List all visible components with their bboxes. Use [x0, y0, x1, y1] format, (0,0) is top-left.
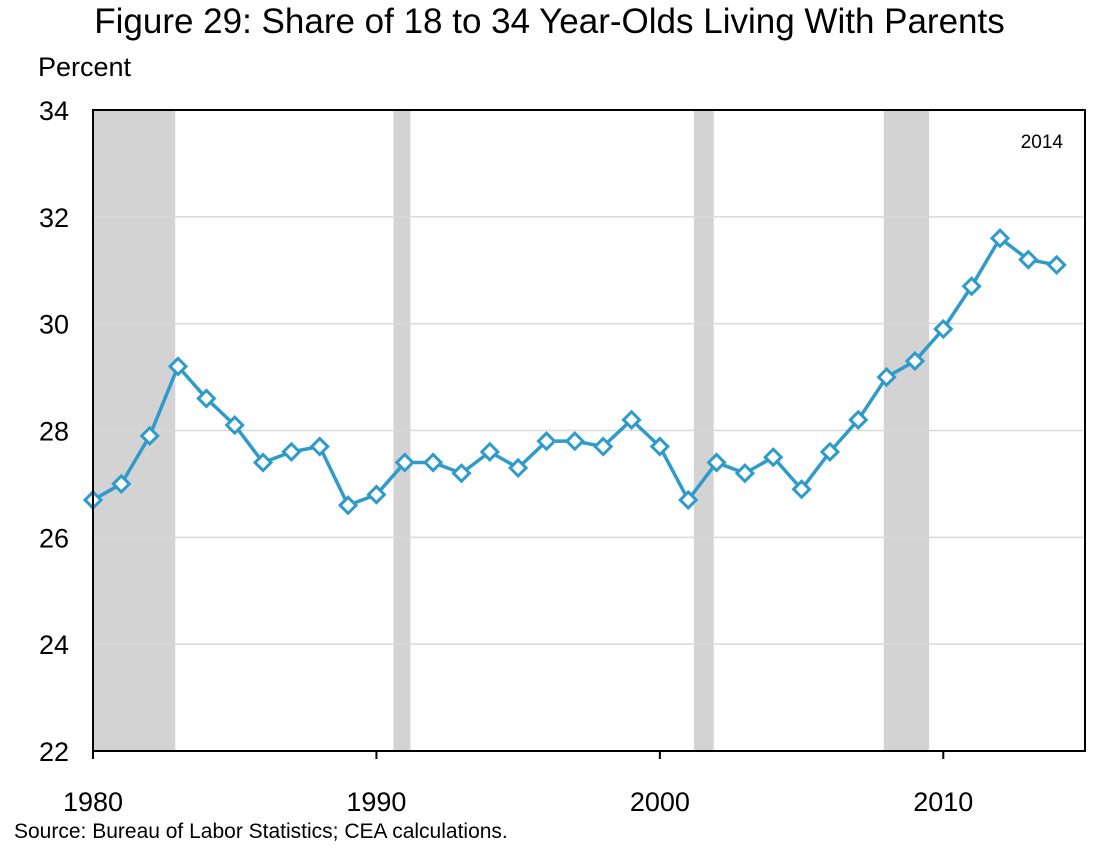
data-point-2006	[819, 441, 841, 462]
data-point-1999	[621, 409, 642, 430]
data-point-2009	[904, 350, 926, 372]
data-point-1996	[536, 431, 557, 452]
chart-title: Figure 29: Share of 18 to 34 Year-Olds L…	[94, 2, 1005, 41]
data-point-1985	[224, 415, 245, 436]
y-tick-label-22: 22	[39, 737, 69, 767]
data-point-1989	[337, 495, 359, 516]
data-point-2001	[678, 489, 699, 511]
y-tick-label-32: 32	[39, 203, 69, 233]
y-tick-label-30: 30	[39, 310, 69, 340]
data-point-2012	[989, 228, 1011, 249]
y-axis-label: Percent	[38, 52, 132, 82]
data-point-1982	[139, 425, 160, 446]
data-point-2000	[649, 436, 670, 457]
y-tick-label-24: 24	[39, 630, 69, 660]
data-point-2005	[791, 479, 812, 500]
x-tick-labels: 1980 1990 2000 2010	[63, 787, 973, 817]
x-tick-label-1990: 1990	[346, 787, 406, 817]
data-point-2013	[1018, 249, 1039, 270]
annotation-year: 2014	[1021, 132, 1064, 153]
data-point-2014	[1046, 254, 1067, 276]
y-tick-labels: 22 24 26 28 30 32 34	[39, 96, 69, 767]
data-point-1987	[281, 441, 302, 462]
data-point-1990	[366, 484, 387, 505]
data-point-1983	[167, 356, 189, 377]
data-point-1998	[593, 436, 614, 457]
data-point-1988	[309, 436, 330, 457]
data-point-1991	[394, 452, 415, 473]
data-point-2008	[876, 366, 897, 388]
data-point-2007	[848, 409, 869, 430]
grid-lines	[93, 216, 1085, 645]
y-tick-label-34: 34	[39, 96, 69, 126]
data-point-1984	[196, 388, 217, 409]
data-point-2002	[706, 452, 727, 473]
source-note: Source: Bureau of Labor Statistics; CEA …	[14, 820, 508, 843]
data-point-1995	[508, 457, 529, 479]
data-point-2004	[763, 447, 784, 468]
plot-frame	[92, 109, 1086, 752]
series-markers	[82, 228, 1067, 516]
x-tick-label-2010: 2010	[913, 787, 973, 817]
x-tick-marks	[92, 751, 945, 759]
data-point-2010	[933, 318, 954, 340]
data-point-1986	[252, 452, 274, 473]
x-tick-label-1980: 1980	[63, 787, 123, 817]
data-point-1992	[422, 452, 444, 473]
data-point-1997	[564, 431, 585, 452]
data-point-2003	[734, 463, 756, 484]
data-point-1994	[479, 441, 500, 462]
data-point-1993	[451, 463, 472, 484]
data-point-1981	[111, 473, 132, 495]
data-point-2011	[961, 276, 982, 297]
x-tick-label-2000: 2000	[630, 787, 690, 817]
y-tick-label-26: 26	[39, 523, 69, 553]
y-tick-label-28: 28	[39, 417, 69, 447]
